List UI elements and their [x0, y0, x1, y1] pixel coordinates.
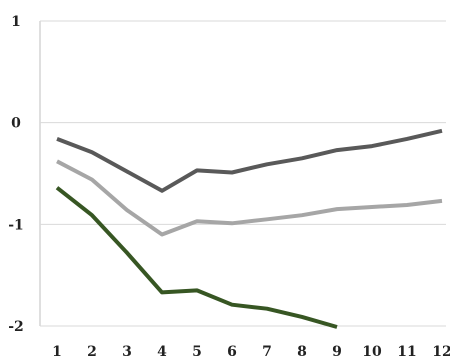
x-tick-label: 6 — [227, 344, 237, 358]
grid — [39, 20, 446, 327]
x-axis-ticks: 1 2 3 4 5 6 7 8 9 10 11 12 — [52, 344, 450, 358]
y-tick-label: 0 — [11, 116, 21, 132]
y-axis-ticks: 1 0 -1 -2 — [8, 14, 24, 335]
x-tick-label: 7 — [262, 344, 272, 358]
x-tick-label: 2 — [87, 344, 97, 358]
y-tick-label: -2 — [8, 319, 24, 335]
x-tick-label: 10 — [362, 344, 382, 358]
x-tick-label: 9 — [332, 344, 342, 358]
series-lines — [55, 128, 443, 329]
series-line-3 — [55, 186, 338, 329]
series-line-1 — [56, 128, 443, 193]
x-tick-label: 1 — [52, 344, 62, 358]
x-tick-label: 11 — [397, 344, 416, 358]
x-tick-label: 5 — [192, 344, 202, 358]
x-tick-label: 4 — [157, 344, 167, 358]
y-tick-label: -1 — [8, 217, 24, 233]
x-tick-label: 8 — [297, 344, 307, 358]
y-tick-label: 1 — [11, 14, 21, 30]
x-tick-label: 12 — [432, 344, 450, 358]
series-line-2 — [56, 159, 443, 237]
x-tick-label: 3 — [122, 344, 132, 358]
